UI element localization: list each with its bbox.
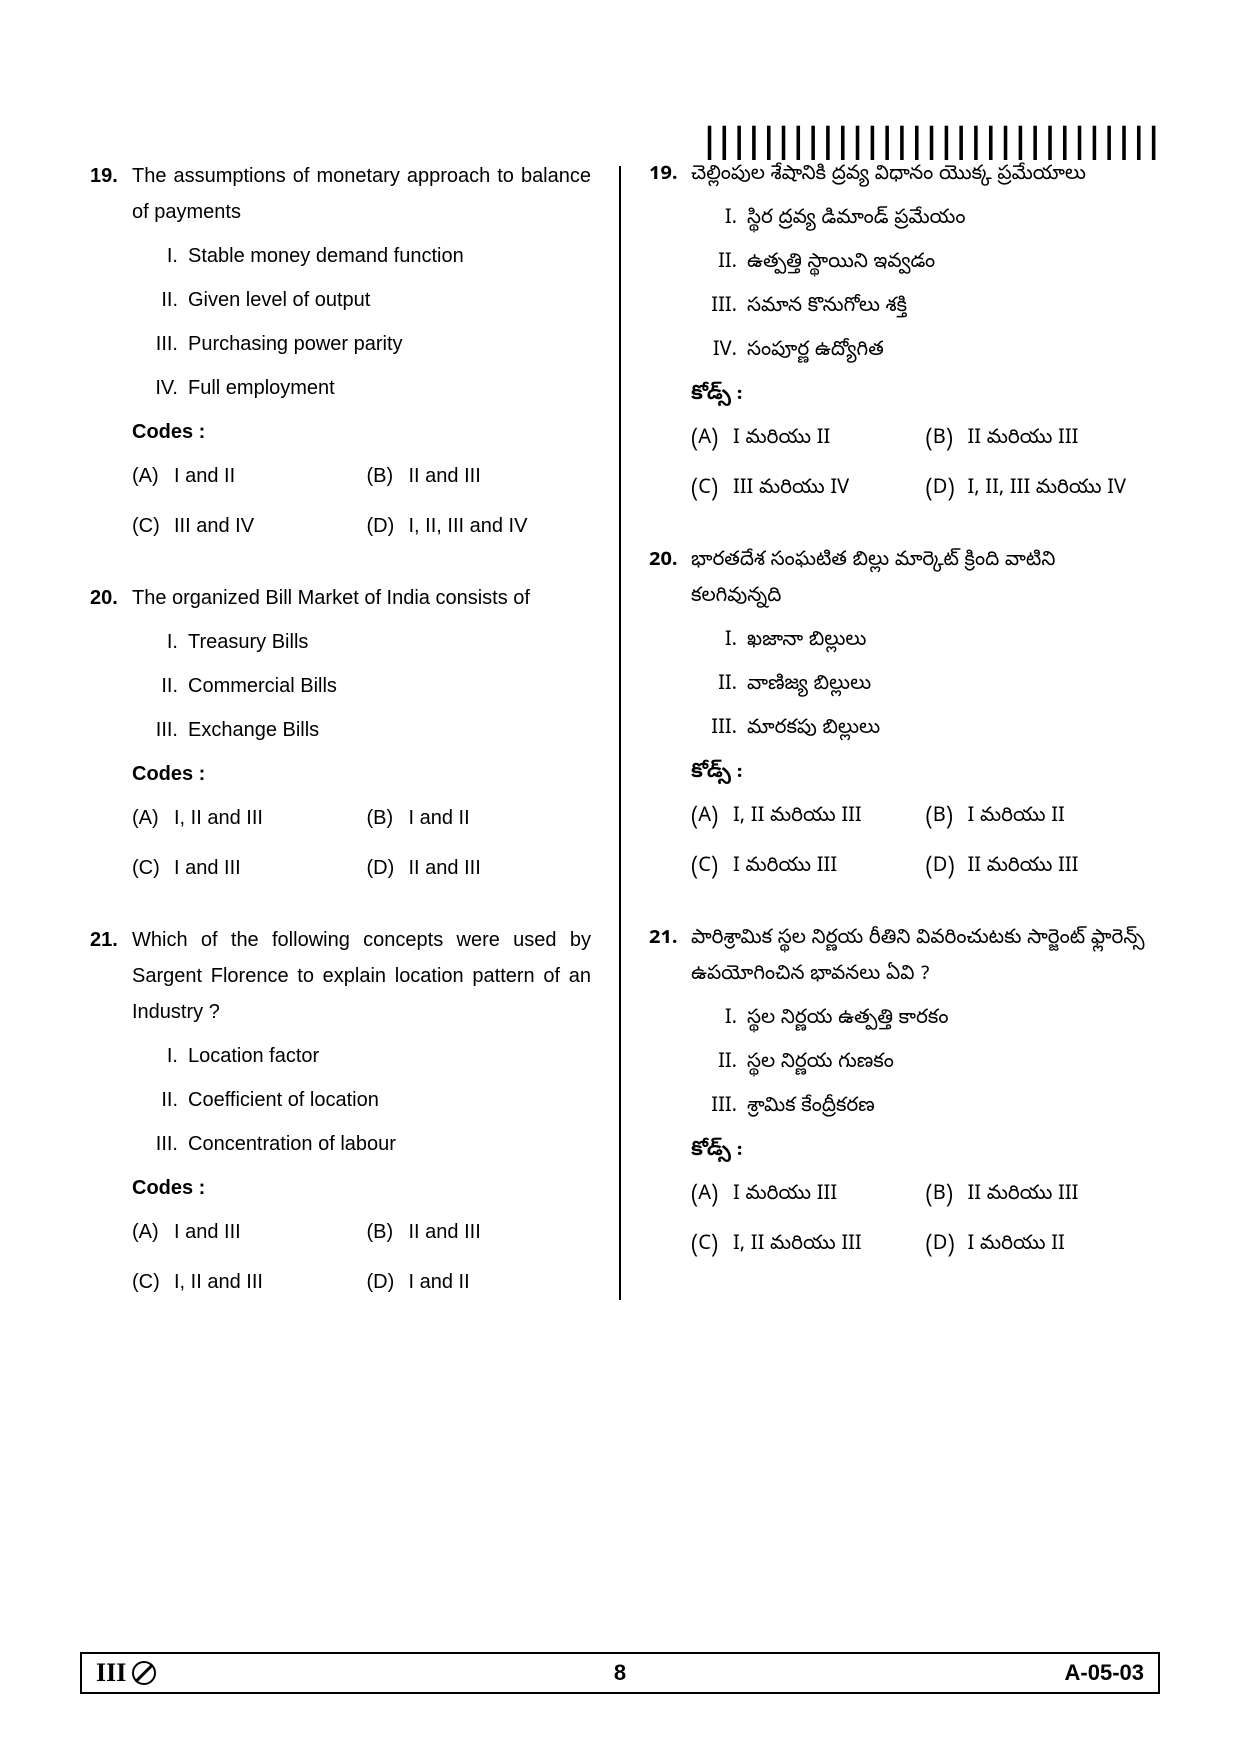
no-symbol-icon [132,1661,156,1685]
question-21-en: 21. Which of the following concepts were… [90,922,591,1300]
question-stem: భారతదేశ సంఘటిత బిల్లు మార్కెట్ క్రింది వ… [691,544,1150,616]
roman-item: I.Location factor [150,1038,591,1074]
option-a: (A)I మరియు III [691,1178,916,1214]
roman-item: III.మారకపు బిల్లులు [709,712,1150,748]
question-stem: పారిశ్రామిక స్థల నిర్ణయ రీతిని వివరించుట… [691,922,1150,994]
codes-label: కోడ్స్ : [691,1134,1150,1170]
roman-item: II.Given level of output [150,282,591,318]
codes-label: Codes : [132,1170,591,1206]
question-number: 19. [90,158,132,194]
option-c: (C)I, II and III [132,1264,357,1300]
footer-left: III [96,1658,156,1688]
footer-bar: III 8 A-05-03 [80,1652,1160,1694]
roman-item: I.ఖజానా బిల్లులు [709,624,1150,660]
codes-label: Codes : [132,414,591,450]
question-number: 21. [90,922,132,958]
codes-label: కోడ్స్ : [691,378,1150,414]
option-d: (D)I and II [367,1264,592,1300]
right-column: 19. చెల్లింపుల శేషానికి ద్రవ్య విధానం యొ… [621,158,1160,1300]
option-b: (B)I మరియు II [926,800,1151,836]
option-c: (C)I మరియు III [691,850,916,886]
option-a: (A)I, II మరియు III [691,800,916,836]
roman-item: III.శ్రామిక కేంద్రీకరణ [709,1090,1150,1126]
question-number: 20. [649,544,691,580]
roman-item: II.ఉత్పత్తి స్థాయిని ఇవ్వడం [709,246,1150,282]
option-d: (D)I, II, III and IV [367,508,592,544]
question-stem: The organized Bill Market of India consi… [132,580,591,616]
codes-label: కోడ్స్ : [691,756,1150,792]
roman-item: II.Coefficient of location [150,1082,591,1118]
option-b: (B)II and III [367,458,592,494]
roman-item: II.స్థల నిర్ణయ గుణకం [709,1046,1150,1082]
option-d: (D)I, II, III మరియు IV [926,472,1151,508]
question-19-te: 19. చెల్లింపుల శేషానికి ద్రవ్య విధానం యొ… [649,158,1150,508]
option-a: (A)I and II [132,458,357,494]
option-d: (D)I మరియు II [926,1228,1151,1264]
question-19-en: 19. The assumptions of monetary approach… [90,158,591,544]
option-b: (B)II మరియు III [926,422,1151,458]
option-c: (C)I, II మరియు III [691,1228,916,1264]
paper-code: A-05-03 [1065,1660,1144,1686]
footer-roman: III [96,1658,126,1688]
option-a: (A)I మరియు II [691,422,916,458]
question-20-en: 20. The organized Bill Market of India c… [90,580,591,886]
question-number: 19. [649,158,691,194]
question-number: 21. [649,922,691,958]
roman-item: I.స్థిర ద్రవ్య డిమాండ్ ప్రమేయం [709,202,1150,238]
roman-item: II.Commercial Bills [150,668,591,704]
option-d: (D)II మరియు III [926,850,1151,886]
barcode: ||||||||||||||||||||||||||||||| [701,123,1160,163]
roman-item: III.Concentration of labour [150,1126,591,1162]
roman-item: II.వాణిజ్య బిల్లులు [709,668,1150,704]
option-c: (C)I and III [132,850,357,886]
roman-item: III.సమాన కొనుగోలు శక్తి [709,290,1150,326]
roman-item: I.Treasury Bills [150,624,591,660]
option-c: (C)III మరియు IV [691,472,916,508]
question-stem: Which of the following concepts were use… [132,922,591,1030]
question-number: 20. [90,580,132,616]
option-b: (B)II and III [367,1214,592,1250]
content-area: 19. The assumptions of monetary approach… [80,158,1160,1300]
option-b: (B)I and II [367,800,592,836]
option-b: (B)II మరియు III [926,1178,1151,1214]
roman-item: III.Exchange Bills [150,712,591,748]
question-21-te: 21. పారిశ్రామిక స్థల నిర్ణయ రీతిని వివరి… [649,922,1150,1264]
roman-item: IV.సంపూర్ణ ఉద్యోగిత [709,334,1150,370]
roman-item: I.స్థల నిర్ణయ ఉత్పత్తి కారకం [709,1002,1150,1038]
codes-label: Codes : [132,756,591,792]
option-c: (C)III and IV [132,508,357,544]
question-stem: The assumptions of monetary approach to … [132,158,591,230]
option-a: (A)I, II and III [132,800,357,836]
option-a: (A)I and III [132,1214,357,1250]
roman-item: IV.Full employment [150,370,591,406]
roman-item: III.Purchasing power parity [150,326,591,362]
left-column: 19. The assumptions of monetary approach… [80,158,619,1300]
option-d: (D)II and III [367,850,592,886]
roman-item: I.Stable money demand function [150,238,591,274]
question-20-te: 20. భారతదేశ సంఘటిత బిల్లు మార్కెట్ క్రిం… [649,544,1150,886]
page-number: 8 [614,1660,626,1686]
